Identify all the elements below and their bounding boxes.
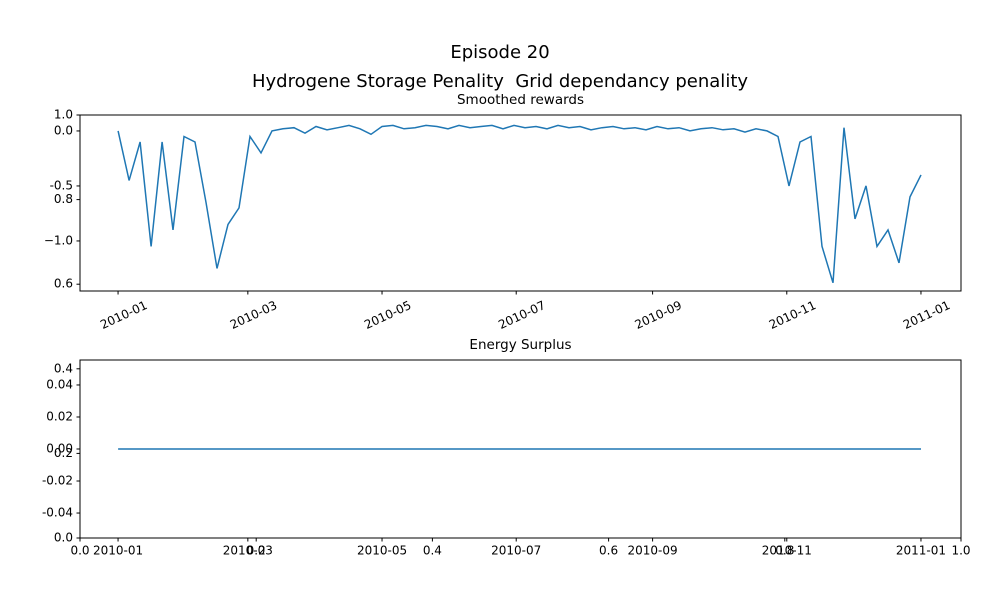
y-tick-label: 0.04: [46, 377, 73, 391]
y-tick-label: 0.2: [54, 446, 73, 460]
x-tick-label: 0.2: [247, 544, 266, 558]
x-tick-label: 2010-03: [228, 298, 279, 332]
y-tick-label: -0.04: [42, 506, 73, 520]
y-tick-label: 1.0: [54, 108, 73, 122]
y-tick-label: 0.0: [54, 531, 73, 545]
x-tick-label: 0.0: [70, 544, 89, 558]
x-tick-label: 2011-01: [901, 298, 952, 332]
x-tick-label: 2010-07: [496, 298, 547, 332]
y-tick-label: 0.6: [54, 277, 73, 291]
x-tick-label: 2010-03: [223, 544, 273, 558]
x-tick-label: 2010-05: [357, 544, 407, 558]
x-tick-label: 0.6: [599, 544, 618, 558]
data-line: [117, 124, 922, 284]
x-tick-label: 2010-09: [628, 544, 678, 558]
axes-title: Energy Surplus: [469, 337, 571, 353]
x-tick-label: 2010-11: [762, 544, 812, 558]
axes-title: Smoothed rewards: [457, 92, 584, 108]
x-tick-label: 2010-07: [491, 544, 541, 558]
y-tick-label: 0.02: [46, 409, 73, 423]
y-tick-label: -0.5: [50, 178, 73, 192]
y-tick-label: 0.00: [46, 442, 73, 456]
y-tick-label: 0.0: [54, 123, 73, 137]
y-tick-label: -0.02: [42, 474, 73, 488]
x-tick-label: 1.0: [951, 544, 970, 558]
x-tick-label: 2010-11: [767, 298, 818, 332]
axes-frame: [79, 114, 962, 292]
y-tick-label: 0.8: [54, 192, 73, 206]
figure-subtitle: Hydrogene Storage Penality Grid dependan…: [252, 71, 748, 92]
y-tick-label: −1.0: [44, 233, 73, 247]
x-tick-label: 0.8: [775, 544, 794, 558]
x-tick-label: 2010-01: [93, 544, 143, 558]
x-tick-label: 2010-09: [633, 298, 684, 332]
x-tick-label: 2010-01: [98, 298, 149, 332]
y-tick-label: 0.4: [54, 361, 73, 375]
x-tick-label: 2010-05: [362, 298, 413, 332]
x-tick-label: 0.4: [423, 544, 442, 558]
figure-title: Episode 20: [450, 42, 549, 63]
x-tick-label: 2011-01: [896, 544, 946, 558]
